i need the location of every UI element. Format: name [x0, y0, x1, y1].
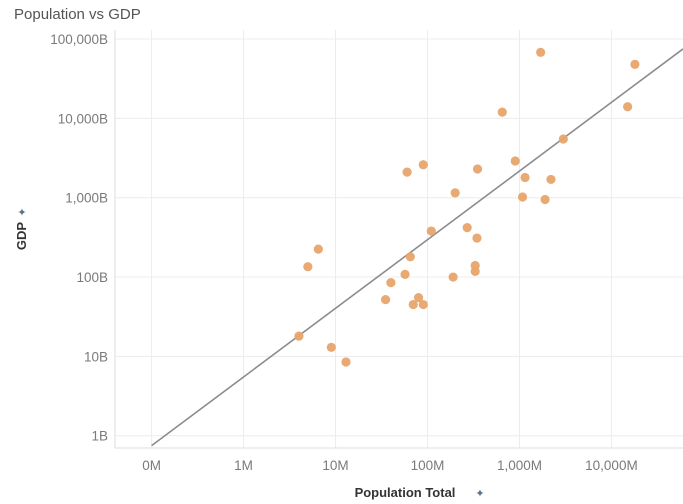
data-point[interactable]: [294, 331, 304, 341]
data-point[interactable]: [418, 160, 428, 170]
data-point[interactable]: [341, 357, 351, 367]
y-tick-label: 10B: [84, 349, 108, 364]
x-tick-label: 1,000M: [497, 458, 542, 473]
data-point[interactable]: [472, 233, 482, 243]
data-point[interactable]: [462, 222, 472, 233]
y-axis-pin-icon[interactable]: ✦: [16, 207, 29, 216]
y-tick-label: 100,000B: [50, 32, 108, 47]
data-point[interactable]: [402, 167, 412, 177]
data-point[interactable]: [520, 172, 530, 183]
data-point[interactable]: [408, 299, 418, 310]
data-point[interactable]: [313, 244, 323, 254]
y-axis-title: GDP: [14, 222, 29, 251]
data-point[interactable]: [497, 107, 507, 117]
data-point[interactable]: [448, 272, 458, 282]
data-point[interactable]: [540, 194, 550, 205]
data-point[interactable]: [326, 342, 336, 352]
data-point[interactable]: [303, 262, 313, 272]
y-tick-label: 1,000B: [65, 191, 108, 206]
data-point[interactable]: [400, 269, 410, 279]
data-point[interactable]: [630, 59, 640, 69]
y-tick-label: 1B: [91, 429, 108, 444]
data-point[interactable]: [470, 260, 480, 271]
x-axis-title: Population Total: [355, 485, 456, 500]
data-point[interactable]: [418, 299, 428, 310]
data-point[interactable]: [623, 102, 633, 112]
data-point[interactable]: [380, 294, 391, 305]
x-tick-label: 10,000M: [585, 458, 638, 473]
x-tick-label: 0M: [142, 458, 161, 473]
trend-line: [151, 48, 683, 447]
x-tick-label: 100M: [411, 458, 445, 473]
data-point[interactable]: [510, 156, 520, 166]
y-tick-label: 10,000B: [58, 111, 108, 126]
x-tick-label: 1M: [234, 458, 253, 473]
data-point[interactable]: [450, 188, 460, 198]
data-point[interactable]: [405, 252, 415, 262]
data-point[interactable]: [426, 226, 436, 236]
data-point[interactable]: [413, 293, 424, 303]
data-point[interactable]: [558, 134, 568, 144]
data-point[interactable]: [536, 47, 546, 57]
y-tick-label: 100B: [76, 270, 108, 285]
x-axis-pin-icon[interactable]: ✦: [475, 487, 484, 500]
x-tick-label: 10M: [322, 458, 348, 473]
data-point[interactable]: [472, 164, 483, 174]
data-point[interactable]: [386, 278, 396, 288]
data-point[interactable]: [546, 174, 556, 185]
data-point[interactable]: [517, 192, 528, 202]
chart-title: Population vs GDP: [14, 6, 141, 23]
